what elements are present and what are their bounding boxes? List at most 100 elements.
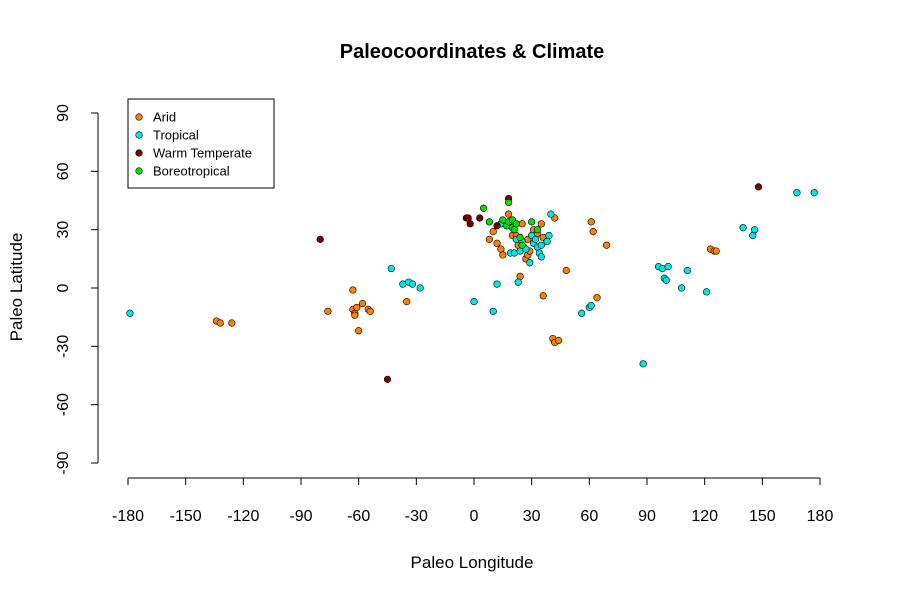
point-boreotropical <box>528 218 536 226</box>
legend-label-boreotropical: Boreotropical <box>153 164 230 179</box>
x-axis-label: Paleo Longitude <box>411 553 534 572</box>
point-arid <box>351 311 359 319</box>
point-boreotropical <box>516 233 524 242</box>
point-tropical <box>526 259 534 267</box>
point-boreotropical <box>533 226 542 234</box>
x-tick-label: 30 <box>523 508 541 525</box>
x-tick-label: 0 <box>470 508 479 525</box>
point-arid <box>587 218 595 226</box>
point-warm-temperate <box>493 222 501 230</box>
point-tropical <box>547 210 555 218</box>
point-tropical <box>493 280 501 288</box>
y-tick-label: -60 <box>55 393 72 416</box>
legend-marker-tropical <box>135 131 143 139</box>
point-arid <box>355 327 363 335</box>
point-tropical <box>702 288 711 296</box>
point-arid <box>593 294 601 302</box>
point-arid <box>366 307 374 315</box>
legend-label-arid: Arid <box>153 110 176 125</box>
point-tropical <box>751 226 759 234</box>
point-tropical <box>683 266 691 275</box>
point-tropical <box>408 280 417 288</box>
point-arid <box>499 251 507 259</box>
point-arid <box>537 220 545 228</box>
point-boreotropical <box>480 204 488 212</box>
x-tick-label: -30 <box>405 508 428 525</box>
x-tick-label: -180 <box>112 508 144 525</box>
x-tick-label: -150 <box>170 508 202 525</box>
point-arid <box>554 336 563 345</box>
point-tropical <box>545 231 553 240</box>
point-arid <box>216 319 224 327</box>
point-tropical <box>531 235 540 243</box>
point-warm-temperate <box>316 235 324 243</box>
point-arid <box>505 210 513 218</box>
y-tick-label: -30 <box>55 335 72 358</box>
point-arid <box>603 241 611 249</box>
data-points <box>126 183 818 383</box>
point-arid <box>489 228 497 236</box>
point-warm-temperate <box>754 183 763 191</box>
point-tropical <box>387 264 395 273</box>
x-tick-label: 180 <box>807 508 834 525</box>
point-arid <box>589 228 597 236</box>
legend-marker-boreotropical <box>135 167 143 175</box>
point-tropical <box>470 298 478 306</box>
legend-box <box>127 98 275 189</box>
point-tropical <box>739 224 747 232</box>
legend-label-warm-temperate: Warm Temperate <box>153 146 252 161</box>
point-tropical <box>578 309 586 317</box>
point-tropical <box>537 241 545 249</box>
point-tropical <box>662 276 670 284</box>
point-boreotropical <box>485 218 493 226</box>
point-tropical <box>677 284 686 292</box>
y-tick-label: -90 <box>55 451 72 474</box>
point-tropical <box>793 189 801 197</box>
x-tick-label: -120 <box>227 508 259 525</box>
point-arid <box>485 235 493 243</box>
point-tropical <box>126 309 134 317</box>
point-tropical <box>664 263 672 271</box>
point-boreotropical <box>518 241 526 249</box>
x-axis: -180 -150 -120 -90 -60 -30 0 30 60 90 120 150 180 <box>112 477 834 525</box>
point-tropical <box>537 253 545 261</box>
point-warm-temperate <box>383 375 392 383</box>
point-tropical <box>587 301 595 310</box>
y-tick-label: 0 <box>55 283 72 292</box>
point-arid <box>493 239 501 247</box>
x-tick-label: -90 <box>289 508 312 525</box>
x-tick-label: 60 <box>580 508 598 525</box>
chart-title: Paleocoordinates & Climate <box>340 41 605 63</box>
point-arid <box>349 286 357 294</box>
y-axis: -90 -60 -30 0 30 60 90 <box>55 104 99 475</box>
point-arid <box>353 303 361 312</box>
y-tick-label: 90 <box>55 104 72 122</box>
point-tropical <box>416 284 424 292</box>
point-tropical <box>514 278 522 286</box>
x-tick-label: 120 <box>691 508 718 525</box>
x-tick-label: 90 <box>638 508 656 525</box>
point-tropical <box>639 360 647 368</box>
x-tick-label: -60 <box>347 508 370 525</box>
point-warm-temperate <box>466 220 474 228</box>
point-boreotropical <box>505 198 513 207</box>
point-arid <box>403 298 411 306</box>
y-tick-label: 30 <box>55 221 72 239</box>
y-axis-label: Paleo Latitude <box>7 233 26 342</box>
point-arid <box>228 319 236 327</box>
point-tropical <box>489 307 497 315</box>
legend-marker-warm-temperate <box>135 149 143 157</box>
point-arid <box>358 299 367 308</box>
legend: Arid Tropical Warm Temperate Boreotropical <box>127 98 275 189</box>
y-tick-label: 60 <box>55 162 72 180</box>
legend-marker-arid <box>135 113 143 121</box>
point-tropical <box>810 189 818 197</box>
point-arid <box>324 307 332 315</box>
point-warm-temperate <box>476 214 484 222</box>
point-arid <box>539 292 547 300</box>
point-arid <box>712 247 720 255</box>
point-arid <box>562 266 570 275</box>
x-tick-label: 150 <box>749 508 776 525</box>
point-boreotropical <box>512 220 520 228</box>
